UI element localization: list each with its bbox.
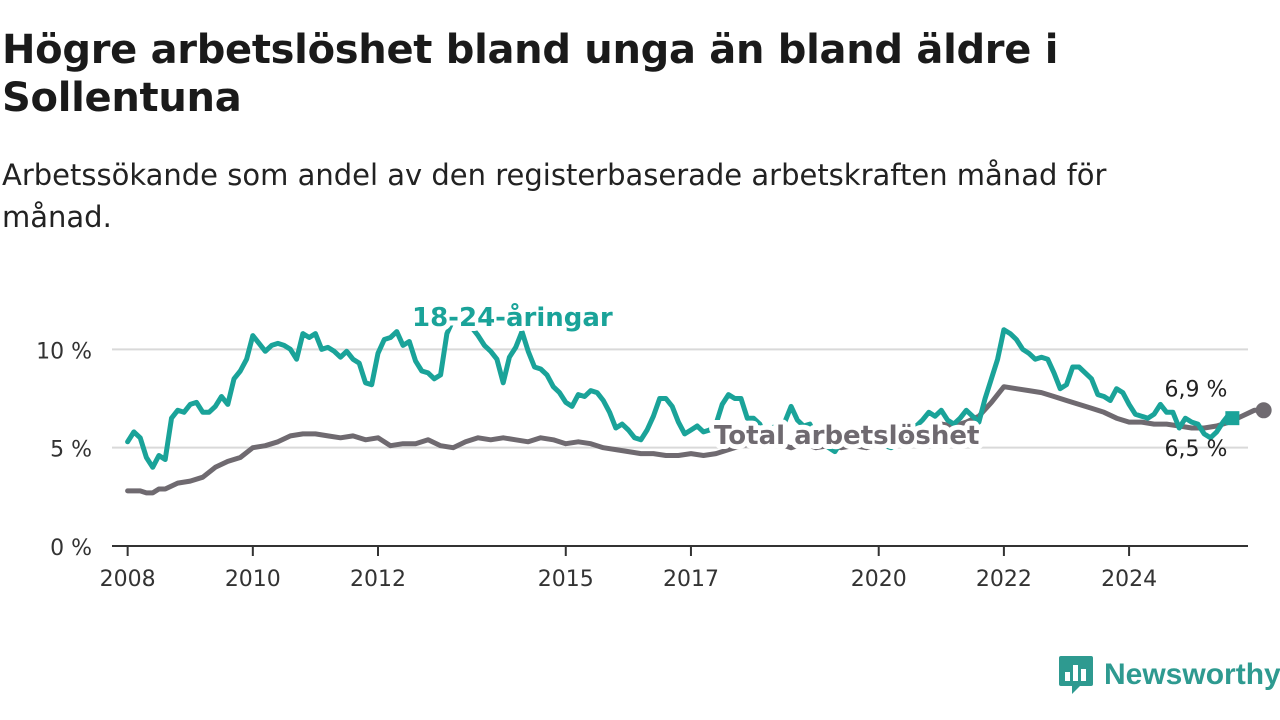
series-lines — [125, 311, 1267, 496]
brand-name: Newsworthy — [1104, 658, 1280, 691]
y-tick-label: 10 % — [36, 339, 92, 364]
brand-logo: Newsworthy — [1058, 654, 1280, 696]
series-line-youth — [125, 311, 1235, 470]
x-tick-label: 2008 — [100, 567, 156, 592]
series-labels: 6,9 %6,5 %18-24-åringar18-24-åringarTota… — [407, 296, 1272, 462]
x-tick-label: 2017 — [663, 567, 719, 592]
end-label-youth: 6,5 % — [1165, 437, 1228, 462]
x-tick-label: 2022 — [976, 567, 1032, 592]
chart-title: Högre arbetslöshet bland unga än bland ä… — [2, 27, 1059, 121]
end-marker-youth — [1225, 411, 1240, 426]
chart-subtitle: Arbetssökande som andel av den registerb… — [2, 158, 1107, 234]
x-tick-label: 2024 — [1101, 567, 1157, 592]
series-line-total — [125, 384, 1267, 496]
x-tick-label: 2012 — [350, 567, 406, 592]
x-tick-label: 2020 — [851, 567, 907, 592]
line-chart: 0 % 5 % 10 % 2008 2010 2012 2015 2017 2020 2022 20… — [36, 296, 1272, 592]
axes: 0 % 5 % 10 % 2008 2010 2012 2015 2017 2020 2022 20… — [36, 339, 1248, 592]
x-tick-label: 2015 — [538, 567, 594, 592]
gridlines — [112, 348, 1248, 449]
x-tick-label: 2010 — [225, 567, 281, 592]
end-label-total: 6,9 % — [1165, 377, 1228, 402]
newsworthy-logo-icon — [1059, 656, 1093, 694]
series-label-total: Total arbetslöshet — [714, 421, 979, 451]
series-label-total-halo: Total arbetslöshet — [714, 421, 979, 451]
y-tick-label: 0 % — [50, 536, 92, 561]
y-tick-label: 5 % — [50, 438, 92, 463]
series-label-youth: 18-24-åringar — [412, 301, 613, 333]
series-label-youth-halo: 18-24-åringar — [412, 301, 613, 333]
end-marker-total — [1255, 402, 1272, 419]
